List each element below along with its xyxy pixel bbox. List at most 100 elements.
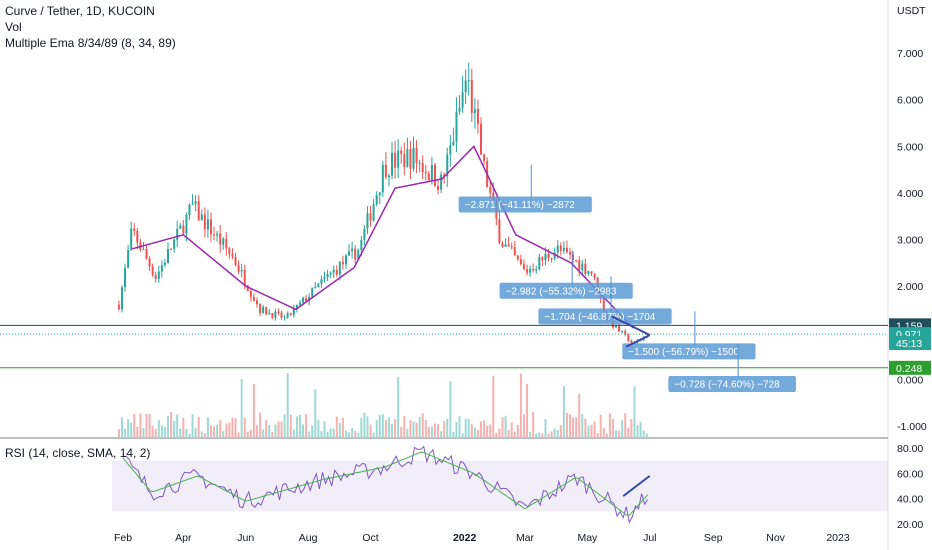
candle-body — [274, 311, 277, 318]
candle-body — [305, 297, 308, 302]
volume-bar — [516, 425, 519, 438]
candle-body — [553, 252, 556, 259]
volume-bar — [136, 426, 139, 438]
candle-body — [145, 248, 148, 259]
rsi-line — [122, 445, 649, 524]
candle-body — [341, 261, 344, 265]
volume-bar — [584, 418, 587, 438]
candle-body — [292, 308, 295, 315]
measure-box — [668, 376, 796, 393]
candle-body — [639, 340, 642, 342]
volume-bar — [157, 420, 160, 438]
candle-body — [562, 247, 565, 251]
volume-bar — [559, 425, 562, 438]
volume-bar — [544, 418, 547, 438]
volume-bar — [151, 425, 154, 438]
volume-bar — [621, 420, 624, 438]
volume-bar — [338, 422, 341, 438]
candle-body — [234, 256, 237, 265]
candle-body — [501, 243, 504, 247]
volume-bar — [602, 427, 605, 438]
volume-bar — [357, 433, 360, 438]
candle-body — [584, 263, 587, 274]
rsi-lines — [122, 445, 651, 524]
candle-body — [522, 264, 525, 270]
volume-bar — [206, 417, 209, 438]
candle-body — [581, 263, 584, 271]
candles — [117, 62, 648, 345]
candle-body — [535, 269, 538, 271]
volume-bar — [139, 413, 142, 438]
volume-bar — [498, 428, 501, 438]
volume-bar — [639, 421, 642, 438]
volume-bar — [271, 431, 274, 438]
measure-label: −2.982 (−55.32%) −2983 — [506, 286, 617, 297]
candle-body — [544, 253, 547, 261]
candle-body — [427, 173, 430, 180]
volume-bar — [163, 426, 166, 438]
volume-bar — [286, 372, 289, 438]
volume-bar — [569, 414, 572, 438]
candle-body — [329, 272, 332, 275]
candle-body — [354, 248, 357, 260]
rsi-band — [112, 460, 888, 512]
volume-bar — [252, 383, 255, 438]
volume-bar — [124, 428, 127, 438]
y-tick-label: 0.000 — [897, 374, 923, 386]
volume-bar — [489, 424, 492, 438]
rsi-sma-line — [122, 451, 649, 516]
volume-bar — [587, 425, 590, 438]
volume-bar — [593, 421, 596, 438]
volume-bar — [148, 413, 151, 438]
volume-bar — [326, 431, 329, 438]
measure-label: −2.871 (−41.11%) −2872 — [465, 200, 576, 211]
measure-label: −0.728 (−74.60%) −728 — [674, 380, 780, 391]
candle-body — [615, 324, 618, 328]
volume-bar — [360, 417, 363, 438]
volume-bar — [611, 419, 614, 438]
volume-bar — [599, 414, 602, 438]
volume-bar — [280, 421, 283, 438]
candle-body — [157, 271, 160, 279]
candle-body — [289, 313, 292, 315]
volume-bar — [630, 419, 633, 438]
y-tick-label: 3.000 — [897, 235, 923, 247]
candle-body — [587, 271, 590, 274]
volume-bar — [605, 433, 608, 438]
volume-bar — [173, 420, 176, 438]
volume-bar — [501, 417, 504, 438]
price-tag — [889, 336, 931, 351]
volume-bar — [255, 425, 258, 438]
volume-bars — [117, 372, 648, 438]
candle-body — [283, 317, 286, 319]
volume-bar — [133, 413, 136, 438]
candle-body — [375, 195, 378, 205]
candle-body — [338, 261, 341, 275]
candle-body — [151, 266, 154, 276]
volume-bar — [391, 423, 394, 438]
volume-bar — [547, 433, 550, 438]
rsi-tick-label: 80.00 — [897, 443, 923, 455]
y-tick-label: 2.000 — [897, 281, 923, 293]
volume-bar — [437, 423, 440, 438]
candle-body — [418, 163, 421, 165]
candle-body — [360, 239, 363, 251]
volume-bar — [176, 414, 179, 438]
volume-bar — [427, 426, 430, 438]
candle-body — [446, 154, 449, 177]
y-tick-label: 6.000 — [897, 95, 923, 107]
candle-body — [538, 257, 541, 270]
y-tick-label: 5.000 — [897, 141, 923, 153]
candle-body — [458, 107, 461, 112]
volume-bar — [375, 419, 378, 438]
volume-bar — [372, 432, 375, 438]
candle-body — [415, 147, 418, 164]
volume-bar — [194, 428, 197, 438]
candle-body — [323, 277, 326, 280]
candle-body — [124, 267, 127, 288]
volume-bar — [446, 418, 449, 438]
candle-body — [473, 108, 476, 114]
volume-bar — [473, 427, 476, 438]
volume-bar — [366, 416, 369, 438]
rsi-trendline — [622, 475, 651, 497]
